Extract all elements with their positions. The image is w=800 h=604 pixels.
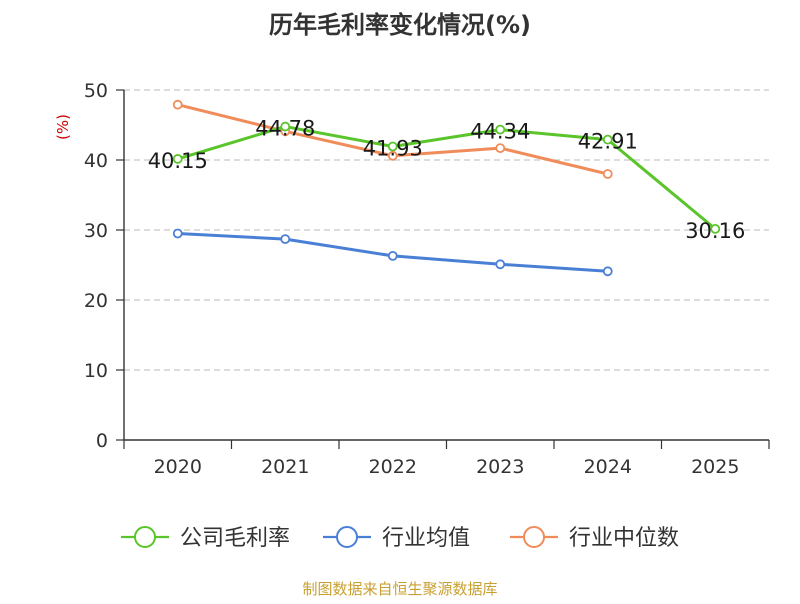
data-point [280,234,291,245]
x-tick-label: 2022 [369,456,417,478]
data-point [387,150,398,161]
legend-item[interactable]: 行业均值 [323,526,470,551]
x-tick-label: 2024 [584,456,632,478]
data-point [495,143,506,154]
data-label: 44.78 [255,117,315,141]
y-tick-label: 40 [84,150,108,172]
legend-label: 行业中位数 [569,526,679,551]
y-tick-label: 10 [84,360,108,382]
legend-swatch-marker [336,526,358,548]
legend-item[interactable]: 公司毛利率 [121,526,290,551]
data-point [495,124,506,135]
data-point [172,228,183,239]
source-note: 制图数据来自恒生聚源数据库 [302,580,497,598]
data-point [602,266,613,277]
data-label: 44.34 [470,120,530,144]
data-point [387,250,398,261]
axes: 0 10 20 30 40 50 2020 2021 2022 2023 2024 2025 [84,80,770,478]
y-axis-label: (%) [54,114,72,140]
series-line [176,125,717,231]
gridlines [124,89,769,371]
data-point [710,223,721,234]
legend[interactable]: 公司毛利率 行业均值 行业中位数 [121,526,679,551]
data-labels: 40.15 44.78 41.93 44.34 42.91 30.16 [148,117,746,243]
data-label: 40.15 [148,149,208,173]
legend-item[interactable]: 行业中位数 [510,526,679,551]
x-tick-label: 2025 [691,456,739,478]
series-group [172,99,721,277]
data-point [280,121,291,132]
y-tick-label: 30 [84,220,108,242]
legend-label: 行业均值 [382,526,470,551]
data-point [172,99,183,110]
data-label: 41.93 [363,136,423,160]
y-tick-label: 20 [84,290,108,312]
legend-swatch-marker [134,526,156,548]
legend-label: 公司毛利率 [180,526,290,551]
y-tick-label: 0 [96,430,108,452]
data-point [602,134,613,145]
y-tick-label: 50 [84,80,108,102]
data-point [602,169,613,179]
legend-swatch-marker [523,526,545,548]
x-tick-label: 2021 [261,456,309,478]
data-point [172,154,183,164]
data-point [387,141,398,152]
x-tick-label: 2023 [476,456,524,478]
data-point [495,259,506,270]
data-label: 30.16 [685,219,745,243]
data-label: 42.91 [578,130,638,154]
chart-title: 历年毛利率变化情况(%) [269,11,531,39]
x-tick-label: 2020 [154,456,202,478]
